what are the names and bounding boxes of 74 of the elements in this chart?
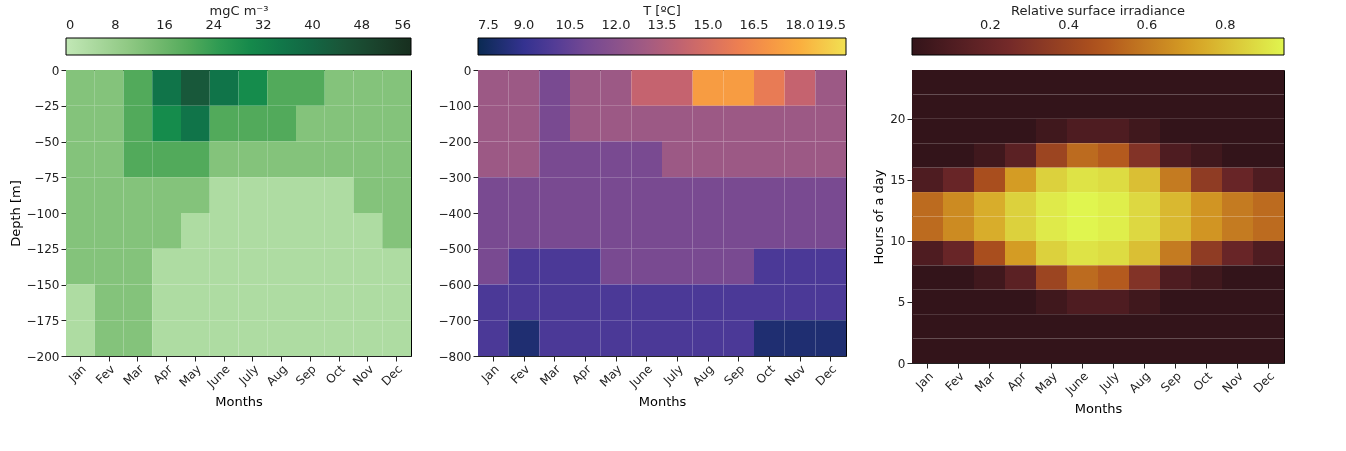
x-tick-label: Jan [912,369,936,393]
x-tick-label: Jan [65,362,89,386]
color-bar-label: 0.4 [1058,17,1079,32]
y-tick-label: −800 [438,349,472,364]
y-tick-label: −50 [34,135,60,149]
y-tick-label: −100 [26,206,60,221]
y-tick-label: −700 [438,313,472,328]
color-bar-label: 32 [254,17,272,32]
color-bar-label: 0.2 [979,17,1001,32]
x-tick-label: Jan [478,362,502,386]
color-bar-label: 0.8 [1214,17,1236,32]
x-tick-label: Aug [690,362,717,389]
color-bar-label: 56 [394,17,411,32]
color-bar-label: 19.5 [817,17,846,32]
color-bar-title: mgC m⁻³ [209,3,269,18]
x-tick-label: Oct [753,361,779,387]
x-tick-label: Sep [292,362,319,388]
y-axis-title: Depth [m] [7,180,23,247]
color-bar-label: 9.0 [513,17,535,32]
y-tick-label: 20 [890,112,906,127]
color-bar-label: 48 [353,17,370,32]
y-tick-label: −175 [26,313,60,328]
x-tick-label: Apr [150,362,176,387]
y-tick-label: −600 [438,278,472,292]
x-axis-title: Months [1074,400,1123,416]
color-bar-title: Relative surface irradiance [1011,3,1185,18]
y-tick-label: −300 [438,170,472,185]
x-tick-label: Dec [1250,369,1277,396]
y-tick-label: −200 [26,349,60,364]
y-tick-label: −500 [438,242,472,257]
color-bar-label: 16 [156,17,173,32]
color-bar-title: T [ºC] [642,3,681,18]
color-bar-label: 18.0 [785,17,815,32]
color-bar-label: 16.5 [739,17,769,32]
x-tick-label: Oct [323,361,348,387]
x-tick-label: Mar [972,369,999,395]
y-tick-label: −75 [34,170,60,185]
x-tick-label: Sep [1158,369,1184,395]
x-tick-label: Dec [378,362,406,389]
x-tick-label: Fev [507,362,533,387]
color-bar-label: 10.5 [555,17,585,32]
x-tick-label: Apr [1004,369,1030,394]
y-tick-label: −25 [34,99,60,114]
x-axis-title: Months [215,393,263,409]
y-tick-label: −200 [438,135,472,149]
x-tick-label: Apr [569,362,594,387]
y-axis-title: Hours of a day [871,169,887,265]
color-bar-label: 13.5 [647,17,677,32]
color-bar-label: 12.0 [601,17,631,32]
x-tick-label: Mar [537,362,564,388]
color-bar-label: 24 [205,17,223,32]
y-tick-label: −150 [26,278,60,292]
y-tick-label: 0 [463,63,472,78]
y-tick-label: −400 [438,206,472,221]
color-bar-label: 0.6 [1136,17,1158,32]
y-tick-label: −100 [438,99,472,114]
y-tick-label: 10 [890,234,906,249]
color-bar-label: 7.5 [478,17,499,32]
x-tick-label: Fev [942,369,967,394]
x-tick-label: Sep [721,362,748,388]
color-bar-label: 0 [66,17,75,32]
x-tick-label: Fev [93,362,118,387]
color-bar-label: 40 [304,17,321,32]
y-tick-label: 0 [51,63,60,78]
x-tick-label: Mar [120,362,147,388]
color-bar-label: 8 [111,17,120,32]
x-tick-label: Dec [812,362,840,389]
y-tick-label: −125 [26,242,60,257]
color-bar-label: 15.0 [693,17,723,32]
y-tick-label: 5 [897,295,906,310]
y-tick-label: 0 [897,356,906,371]
x-axis-title: Months [638,393,687,409]
y-tick-label: 15 [890,173,906,188]
x-tick-label: Oct [1190,368,1216,394]
